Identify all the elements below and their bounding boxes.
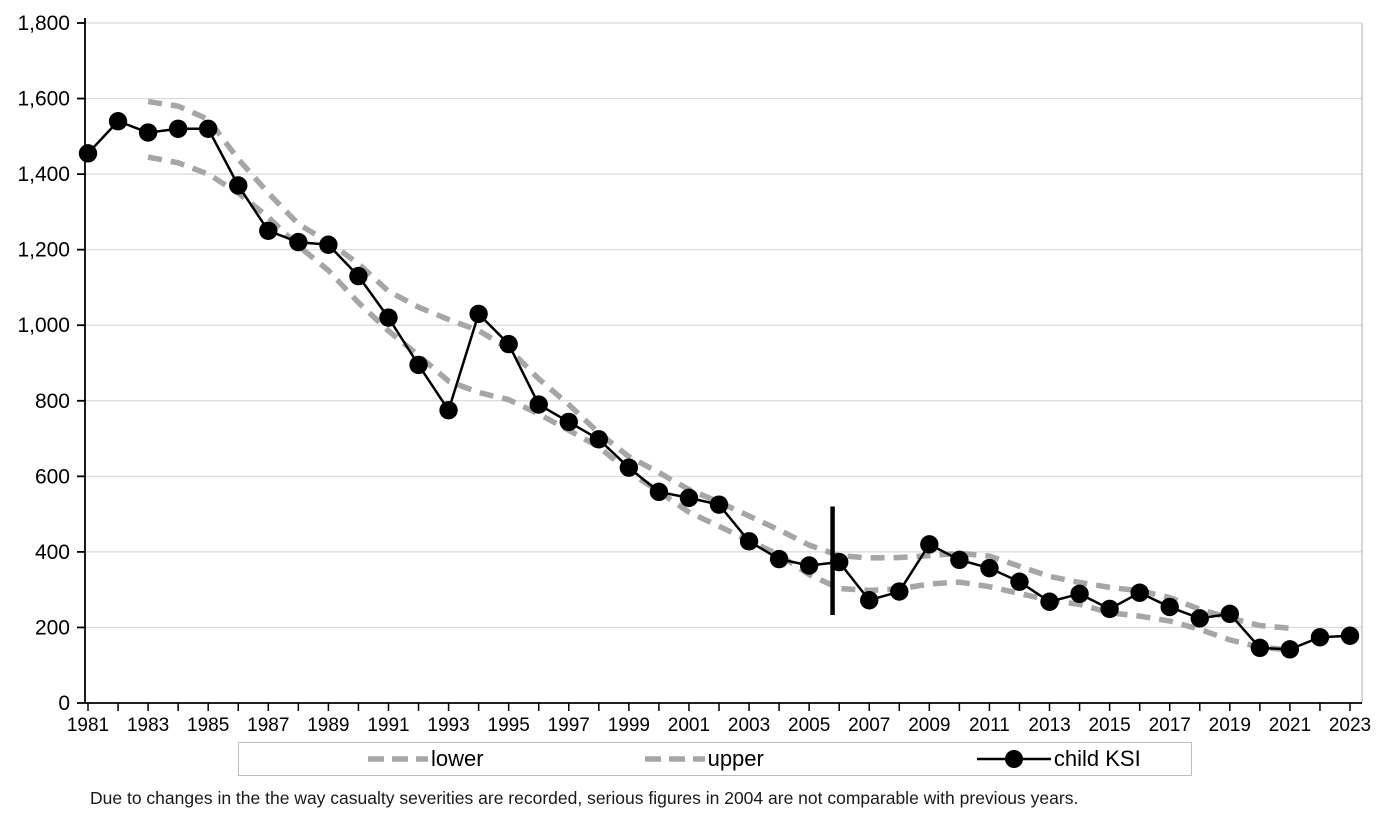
lower-line xyxy=(147,154,1291,653)
data-point-2022 xyxy=(1310,628,1330,647)
data-point-1998 xyxy=(589,430,609,449)
data-point-1992 xyxy=(409,355,428,375)
x-axis-tick-label: 2013 xyxy=(1028,715,1070,736)
legend-item-upper: upper xyxy=(644,748,764,770)
dashed-line-sample-icon xyxy=(368,756,428,762)
data-point-2019 xyxy=(1220,604,1240,624)
data-point-2017 xyxy=(1160,597,1179,617)
x-axis-tick-label: 2007 xyxy=(848,715,890,736)
data-point-1984 xyxy=(168,119,188,138)
data-point-2015 xyxy=(1100,599,1119,619)
x-axis-tick-label: 2017 xyxy=(1149,715,1191,736)
legend-label-upper: upper xyxy=(707,746,764,771)
footnote-text: Due to changes in the the way casualty s… xyxy=(90,788,1079,808)
data-point-1996 xyxy=(529,395,548,414)
data-point-1991 xyxy=(379,308,398,327)
y-axis-tick-label: 200 xyxy=(35,616,70,639)
data-point-1985 xyxy=(198,119,218,138)
x-axis-tick-label: 2011 xyxy=(969,715,1010,736)
data-point-2016 xyxy=(1130,583,1149,602)
data-point-2023 xyxy=(1340,626,1360,645)
x-axis-tick-label: 2003 xyxy=(728,715,770,736)
x-axis-tick-label: 2023 xyxy=(1329,715,1371,736)
x-axis-tick-label: 2005 xyxy=(788,715,830,736)
x-axis-tick-label: 1995 xyxy=(488,715,530,736)
x-axis-tick-label: 1989 xyxy=(307,715,349,736)
data-point-1994 xyxy=(469,304,488,324)
data-point-1993 xyxy=(439,401,458,420)
y-axis-tick-label: 1,600 xyxy=(17,88,70,111)
x-axis-tick-label: 1997 xyxy=(548,715,590,736)
x-axis-tick-label: 1991 xyxy=(367,715,409,736)
x-axis-tick-label: 1993 xyxy=(427,715,469,736)
data-point-2020 xyxy=(1250,638,1270,658)
data-point-2014 xyxy=(1070,584,1089,604)
y-axis-tick-label: 1,400 xyxy=(17,163,70,186)
data-point-1982 xyxy=(108,112,128,131)
data-point-1986 xyxy=(229,176,248,195)
data-point-2021 xyxy=(1280,640,1300,659)
y-axis-tick-label: 800 xyxy=(35,390,70,413)
data-point-1990 xyxy=(349,266,368,286)
data-point-2005 xyxy=(799,556,819,575)
data-point-2003 xyxy=(739,532,759,551)
x-axis-tick-label: 1999 xyxy=(608,715,650,736)
data-point-2000 xyxy=(649,482,669,502)
legend-item-child-ksi: child KSI xyxy=(976,748,1141,770)
y-axis-tick-label: 1,000 xyxy=(17,314,70,337)
x-axis-tick-label: 1981 xyxy=(67,715,109,736)
data-point-1983 xyxy=(138,123,158,142)
data-point-2011 xyxy=(980,558,999,578)
y-axis-tick-label: 600 xyxy=(35,465,70,488)
y-axis-tick-label: 1,200 xyxy=(17,239,70,262)
legend-label-lower: lower xyxy=(431,746,484,771)
data-point-1988 xyxy=(289,232,308,252)
x-axis-tick-label: 1987 xyxy=(247,715,289,736)
data-point-1987 xyxy=(259,221,278,240)
legend-label-child-ksi: child KSI xyxy=(1053,746,1141,771)
data-point-2010 xyxy=(950,550,969,570)
chart-legend: lower upper child KSI xyxy=(238,742,1192,776)
legend-item-lower: lower xyxy=(367,748,484,770)
data-point-2004 xyxy=(769,549,789,569)
dashed-line-sample-icon xyxy=(644,756,705,762)
data-point-1995 xyxy=(499,334,518,354)
data-point-1997 xyxy=(559,412,578,432)
data-point-2007 xyxy=(860,591,879,610)
x-axis-tick-label: 2009 xyxy=(908,715,950,736)
data-point-2008 xyxy=(890,582,909,601)
upper-line xyxy=(147,98,1291,631)
data-point-2009 xyxy=(920,535,939,554)
data-point-2001 xyxy=(679,488,699,508)
data-point-2002 xyxy=(709,495,729,514)
x-axis-tick-label: 1985 xyxy=(187,715,229,736)
y-axis-tick-label: 400 xyxy=(35,541,70,564)
line-with-marker-sample-icon xyxy=(976,750,1051,768)
x-axis-tick-label: 2001 xyxy=(668,715,710,736)
data-point-1981 xyxy=(78,144,98,163)
y-axis-tick-label: 0 xyxy=(58,692,70,715)
x-axis-tick-label: 2019 xyxy=(1209,715,1251,736)
data-point-2012 xyxy=(1010,572,1029,591)
data-point-1999 xyxy=(619,458,639,477)
data-point-1989 xyxy=(319,235,338,254)
x-axis-tick-label: 2015 xyxy=(1088,715,1130,736)
data-point-2018 xyxy=(1190,609,1209,628)
x-axis-tick-label: 2021 xyxy=(1269,715,1311,736)
data-point-2013 xyxy=(1040,592,1059,611)
x-axis-tick-label: 1983 xyxy=(127,715,169,736)
line-chart-plot-area: 0 200 400 600 800 1,000 1,200 1,400 1,600 1,800 19… xyxy=(17,12,1371,736)
y-axis-tick-label: 1,800 xyxy=(17,12,70,35)
